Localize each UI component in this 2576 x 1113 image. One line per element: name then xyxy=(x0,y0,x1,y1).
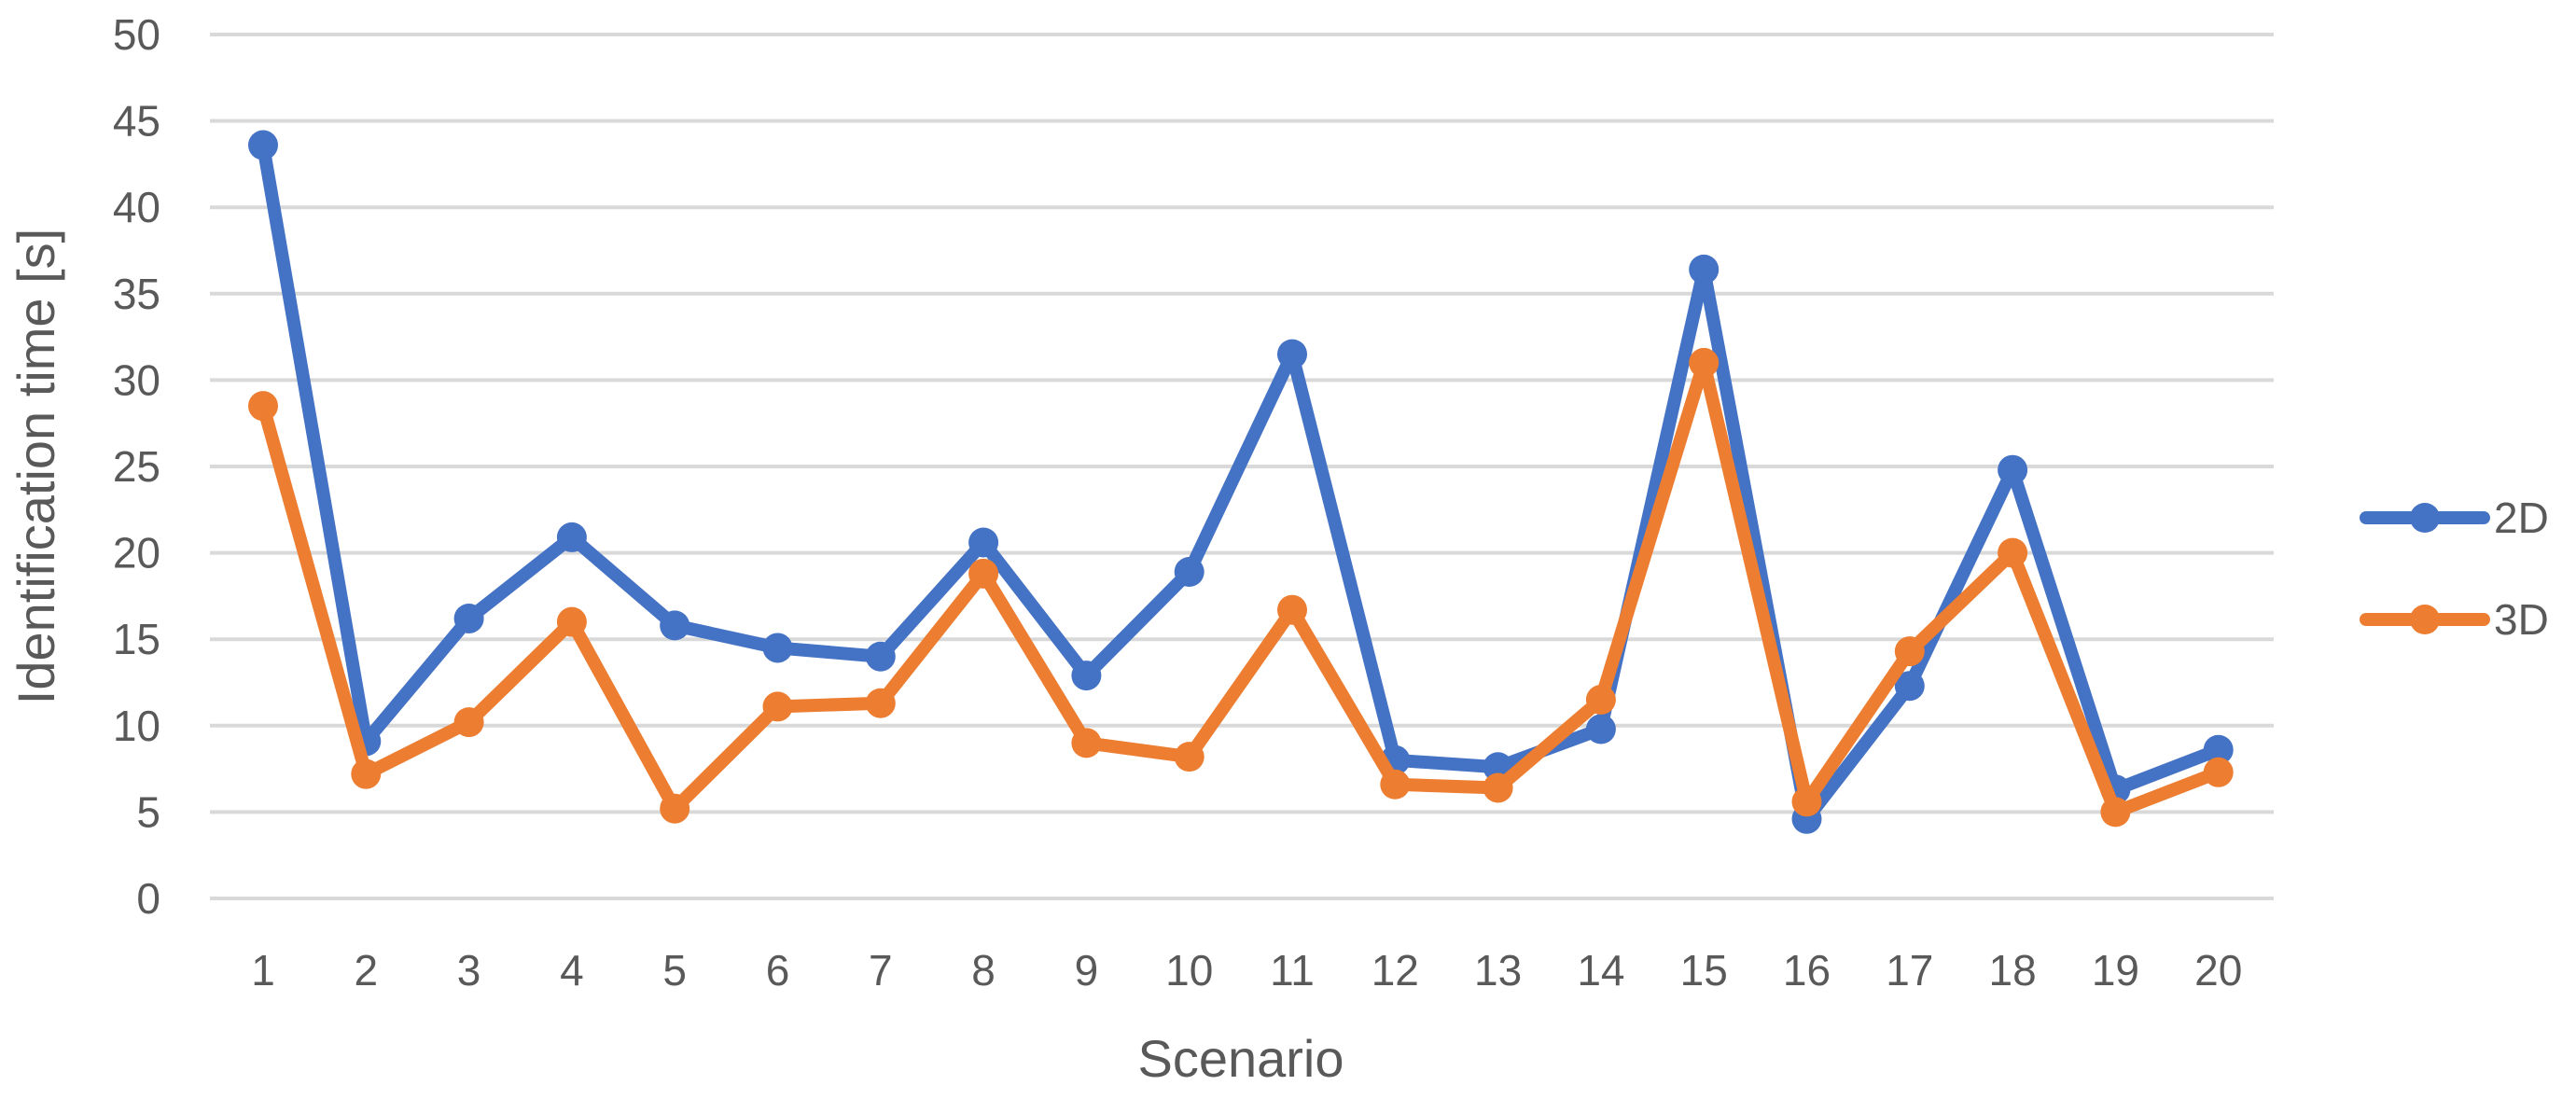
x-tick-label: 8 xyxy=(971,946,996,995)
data-point-2D-8 xyxy=(968,527,999,558)
x-tick-label: 4 xyxy=(560,946,584,995)
data-point-3D-7 xyxy=(865,688,896,718)
data-point-3D-2 xyxy=(351,758,382,789)
y-tick-label: 40 xyxy=(113,183,160,231)
legend-marker-2D xyxy=(2410,503,2440,533)
x-tick-label: 20 xyxy=(2194,946,2242,995)
y-tick-label: 35 xyxy=(113,270,160,318)
data-point-2D-18 xyxy=(1998,454,2028,485)
data-point-2D-9 xyxy=(1071,661,1102,691)
data-point-3D-3 xyxy=(453,707,484,738)
data-point-2D-17 xyxy=(1894,671,1925,702)
x-tick-label: 14 xyxy=(1577,946,1624,995)
data-point-3D-17 xyxy=(1894,636,1925,667)
y-axis-title: Identification time [s] xyxy=(7,229,65,704)
x-axis-title: Scenario xyxy=(1137,1029,1344,1088)
y-tick-label: 0 xyxy=(136,874,160,923)
data-point-3D-9 xyxy=(1071,728,1102,758)
x-tick-label: 2 xyxy=(355,946,379,995)
data-point-3D-1 xyxy=(248,391,278,422)
data-point-3D-20 xyxy=(2203,757,2234,787)
x-tick-label: 17 xyxy=(1886,946,1933,995)
x-tick-label: 10 xyxy=(1165,946,1213,995)
data-point-3D-19 xyxy=(2100,797,2131,828)
legend-item-3D: 3D xyxy=(2360,595,2549,644)
x-axis-tick-labels: 1 2 3 4 5 6 7 8 9 10 11 12 13 14 15 16 17 18 19 20 xyxy=(251,946,2242,995)
x-tick-label: 9 xyxy=(1075,946,1099,995)
data-point-2D-10 xyxy=(1174,556,1204,587)
data-point-2D-3 xyxy=(453,603,484,633)
series-group xyxy=(248,130,2234,834)
data-point-2D-15 xyxy=(1689,254,1720,285)
data-point-3D-14 xyxy=(1585,685,1616,716)
x-tick-label: 13 xyxy=(1474,946,1522,995)
data-point-2D-1 xyxy=(248,130,278,160)
x-tick-label: 12 xyxy=(1372,946,1419,995)
data-point-3D-15 xyxy=(1689,347,1720,378)
y-tick-label: 30 xyxy=(113,355,160,404)
x-tick-label: 18 xyxy=(1989,946,2037,995)
y-tick-label: 45 xyxy=(113,97,160,146)
series-2D xyxy=(248,130,2234,834)
legend-item-2D: 2D xyxy=(2360,494,2549,542)
y-tick-label: 15 xyxy=(113,615,160,663)
y-tick-label: 25 xyxy=(113,442,160,491)
x-tick-label: 19 xyxy=(2092,946,2139,995)
x-tick-label: 7 xyxy=(869,946,893,995)
legend-label: 3D xyxy=(2494,595,2549,644)
x-tick-label: 6 xyxy=(766,946,790,995)
x-tick-label: 15 xyxy=(1680,946,1728,995)
data-point-2D-5 xyxy=(660,610,690,641)
data-point-3D-18 xyxy=(1998,537,2028,568)
y-tick-label: 50 xyxy=(113,10,160,59)
data-point-2D-11 xyxy=(1277,339,1307,369)
x-tick-label: 16 xyxy=(1783,946,1831,995)
y-tick-label: 10 xyxy=(113,702,160,750)
data-point-3D-13 xyxy=(1483,772,1513,803)
x-tick-label: 5 xyxy=(662,946,687,995)
data-point-3D-6 xyxy=(762,691,793,722)
legend-label: 2D xyxy=(2494,494,2549,542)
data-point-2D-6 xyxy=(762,633,793,663)
data-point-3D-16 xyxy=(1791,786,1822,817)
series-line-3D xyxy=(257,355,2225,819)
data-point-3D-5 xyxy=(660,793,690,824)
data-point-2D-14 xyxy=(1585,714,1616,744)
y-axis-tick-labels: 0 5 10 15 20 25 30 35 40 45 50 xyxy=(113,10,160,923)
data-point-3D-11 xyxy=(1277,594,1307,625)
y-tick-label: 20 xyxy=(113,529,160,577)
x-tick-label: 3 xyxy=(457,946,481,995)
x-tick-label: 1 xyxy=(251,946,275,995)
data-point-3D-12 xyxy=(1380,769,1411,800)
x-tick-label: 11 xyxy=(1270,946,1315,995)
data-point-3D-4 xyxy=(556,606,587,637)
data-point-3D-10 xyxy=(1174,742,1204,772)
legend: 2D 3D xyxy=(2360,494,2549,644)
data-point-2D-7 xyxy=(865,641,896,672)
data-point-3D-8 xyxy=(968,558,999,589)
data-point-2D-4 xyxy=(556,522,587,552)
data-point-2D-20 xyxy=(2203,734,2234,765)
y-tick-label: 5 xyxy=(136,787,160,836)
series-3D xyxy=(248,347,2234,828)
legend-marker-3D xyxy=(2410,605,2440,634)
series-line-2D xyxy=(257,138,2225,826)
